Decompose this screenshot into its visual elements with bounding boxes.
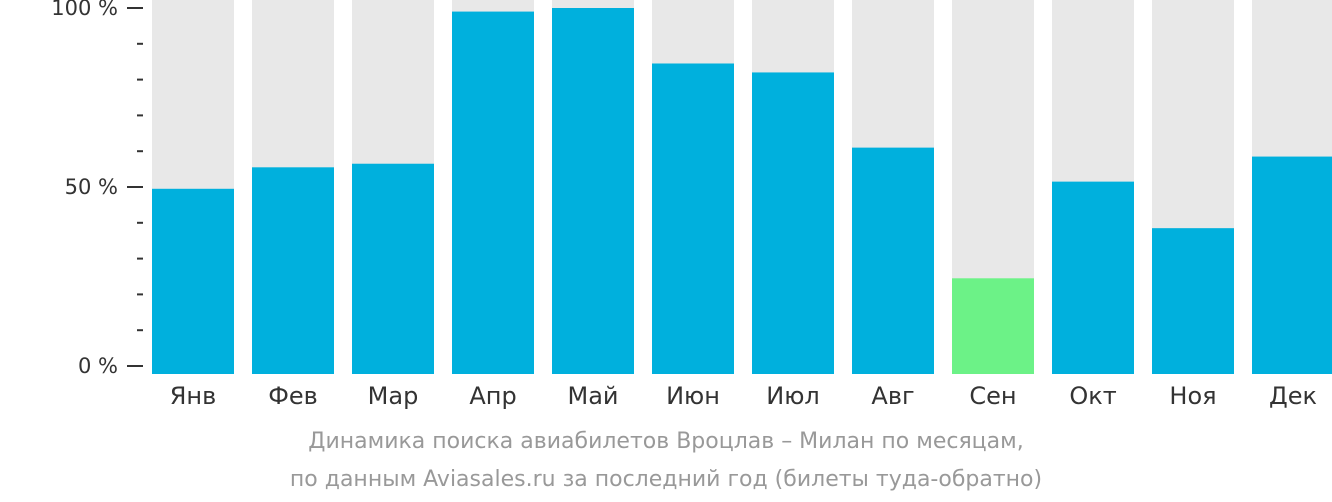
bar-7 (752, 72, 834, 374)
x-tick-label: Июн (666, 382, 720, 410)
bar-5 (552, 8, 634, 374)
bar-9 (952, 278, 1034, 374)
x-tick-label: Июл (766, 382, 820, 410)
caption-line-1: Динамика поиска авиабилетов Вроцлав – Ми… (308, 429, 1024, 454)
bar-8 (852, 147, 934, 374)
bars-group (152, 0, 1332, 375)
x-tick-label: Май (567, 382, 618, 410)
y-tick-label: 0 % (78, 354, 118, 378)
bar-1 (152, 188, 234, 374)
bar-10 (1052, 181, 1134, 374)
x-tick-label: Авг (871, 382, 914, 410)
x-tick-label: Дек (1269, 382, 1317, 410)
x-tick-label: Мар (368, 382, 419, 410)
y-axis: 0 % 50 % 100 % (51, 0, 143, 378)
bar-12 (1252, 156, 1332, 374)
bar-11 (1152, 228, 1234, 374)
x-tick-label: Янв (170, 382, 217, 410)
y-tick-label: 50 % (65, 175, 118, 199)
bar-6 (652, 63, 734, 375)
x-tick-label: Ноя (1169, 382, 1216, 410)
x-tick-label: Сен (969, 382, 1016, 410)
y-tick-label: 100 % (51, 0, 118, 20)
x-tick-label: Фев (268, 382, 318, 410)
caption-line-2: по данным Aviasales.ru за последний год … (289, 467, 1043, 492)
x-tick-label: Апр (469, 382, 516, 410)
x-tick-label: Окт (1069, 382, 1116, 410)
bar-2 (252, 167, 334, 374)
bar-4 (452, 11, 534, 375)
x-axis: Янв Фев Мар Апр Май Июн Июл Авг Сен Окт Ноя Дек (170, 382, 1317, 410)
bar-3 (352, 163, 434, 374)
